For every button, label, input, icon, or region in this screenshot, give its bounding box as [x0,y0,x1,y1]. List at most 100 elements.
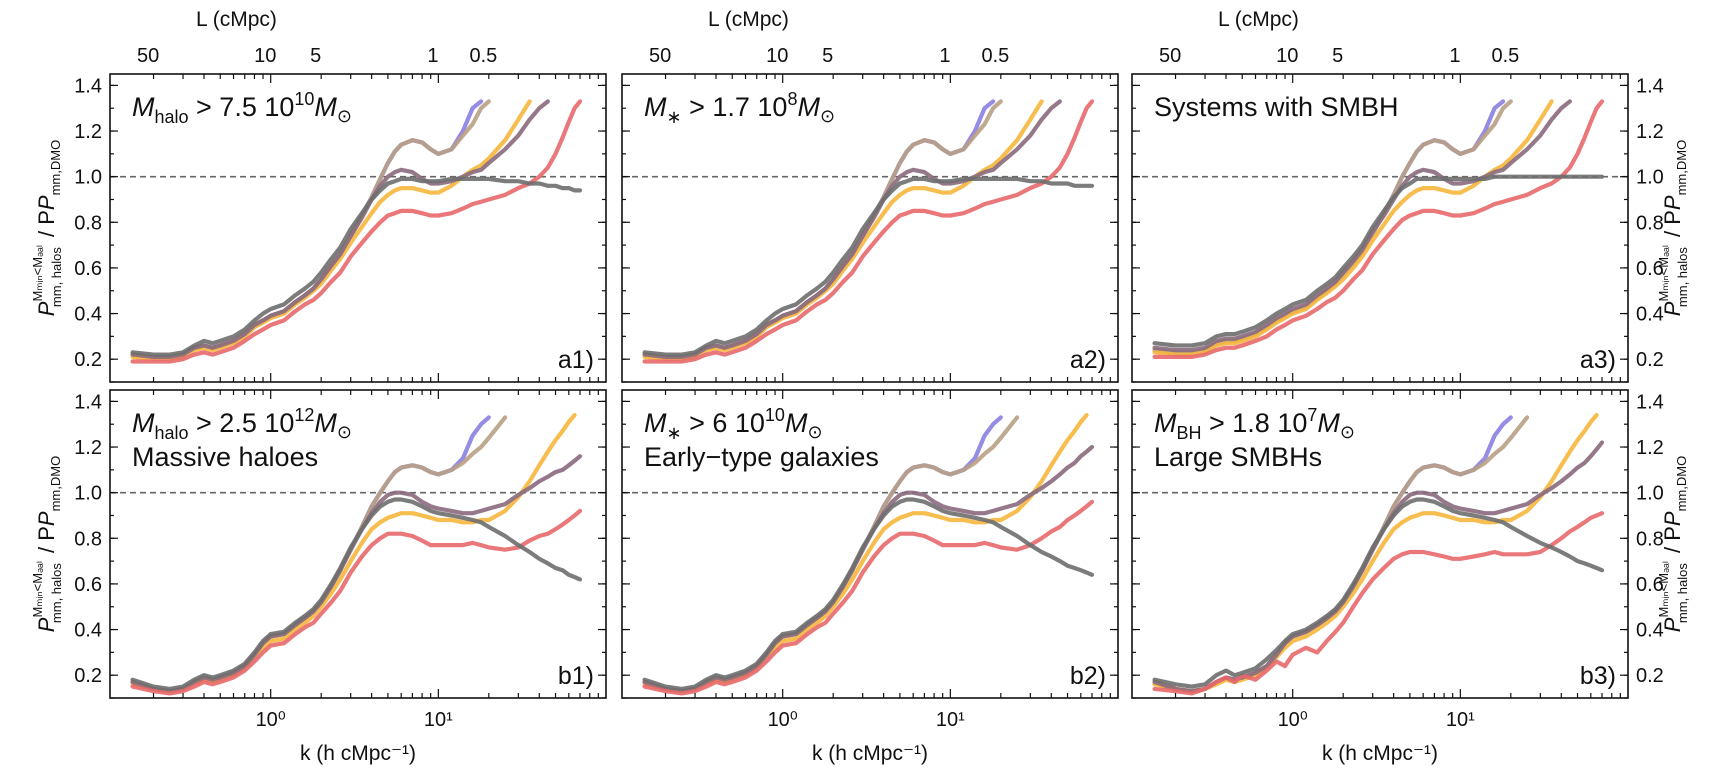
panel-annotation-2: Early−type galaxies [644,442,879,472]
top-tick-label: 50 [649,45,671,67]
y-tick-label: 1.4 [1636,391,1664,413]
panel-a2: 50 10 5 1 0.5 L (cMpc) M∗ > 1.7 108M⊙ a2) [621,8,1119,383]
panel-a3: 0.2 0.4 0.6 0.8 1.0 1.2 1.4 50 10 5 1 0.5 L (cMpc) Sy… [1131,8,1664,383]
series-line-4 [130,454,583,694]
series-line-3 [130,99,532,362]
x-tick-label: 10⁰ [256,709,286,731]
x-tick-label: 10¹ [424,709,453,731]
top-tick-label: 1 [1449,45,1460,67]
top-tick-label: 10 [766,45,788,67]
y-tick-label: 1.0 [1636,167,1664,189]
plot-frame [621,389,1119,699]
series-line-2 [642,99,1003,359]
y-tick-label: 1.2 [1636,437,1664,459]
series-line-3 [642,413,1089,694]
y-tick-label: 0.4 [1636,304,1664,326]
y-axis-label-left-2: PMₘᵢₙ<Mₔₐₗ mm, halos / PPmm,DMO [30,456,64,632]
panel-b3: 0.2 0.4 0.6 0.8 1.0 1.2 1.4 10⁰ 10¹ k (h cMpc⁻¹) M… [1131,389,1664,765]
x-tick-label: 10⁰ [768,709,798,731]
panel-annotation-1: Mhalo > 2.5 1012M⊙ [132,405,352,443]
plot-frame [109,389,607,699]
y-tick-label: 1.2 [1636,121,1664,143]
y-tick-label: 0.6 [74,574,102,596]
y-tick-label: 0.2 [74,349,102,371]
series-line-1 [642,99,996,359]
series-line-6 [1152,497,1605,689]
y-tick-label: 1.0 [1636,483,1664,505]
panel-label: a2) [1070,346,1106,374]
y-axis-label-right-1-text: PMₘᵢₙ<Mₔₐₗ mm, halos / PPmm,DMO [1656,140,1690,316]
series-line-1 [130,99,484,359]
top-axis-label: L (cMpc) [1218,8,1299,31]
plot-frame [621,73,1119,383]
y-tick-label: 0.2 [1636,349,1664,371]
panel-annotation-1: M∗ > 1.7 108M⊙ [644,89,835,127]
series-line-4 [1152,99,1572,353]
y-tick-label: 0.4 [74,620,102,642]
x-tick-label: 10⁰ [1278,709,1308,731]
series-line-1 [1152,99,1506,355]
top-tick-label: 5 [1332,45,1343,67]
top-tick-label: 50 [1159,45,1181,67]
series-line-5 [130,508,583,696]
y-tick-label: 0.6 [74,258,102,280]
panel-annotation-1: M∗ > 6 1010M⊙ [644,405,823,443]
y-tick-label: 1.4 [74,75,102,97]
panel-label: b3) [1580,662,1616,690]
top-tick-label: 0.5 [469,45,497,67]
series-line-3 [130,413,577,694]
panel-annotation-1: MBH > 1.8 107M⊙ [1154,405,1355,443]
y-tick-label: 0.8 [1636,212,1664,234]
y-axis-label-left-1-text: PMₘᵢₙ<Mₔₐₗ mm, halos / PPmm,DMO [30,140,64,316]
panel-annotation-1: Mhalo > 7.5 1010M⊙ [132,89,352,127]
y-tick-label: 1.2 [74,121,102,143]
y-tick-label: 0.6 [1636,574,1664,596]
top-tick-label: 50 [137,45,159,67]
top-tick-label: 10 [254,45,276,67]
series-line-3 [642,99,1044,362]
y-tick-label: 1.0 [74,483,102,505]
plot-frame [1131,73,1629,383]
series-line-4 [642,99,1062,359]
panel-label: b1) [558,662,594,690]
series-line-4 [130,99,550,359]
series-line-2 [130,99,491,359]
series-line-3 [1152,99,1554,357]
top-axis-label: L (cMpc) [196,8,277,31]
y-tick-label: 0.2 [74,665,102,687]
series-line-6 [130,497,583,691]
y-axis-label-left-2-text: PMₘᵢₙ<Mₔₐₗ mm, halos / PPmm,DMO [30,456,64,632]
series-line-6 [642,176,1095,357]
top-tick-label: 1 [939,45,950,67]
plot-frame [1131,389,1629,699]
plot-frame [109,73,607,383]
top-tick-label: 5 [310,45,321,67]
panel-annotation-1: Systems with SMBH [1154,92,1399,122]
series-line-5 [642,99,1095,364]
panel-label: a3) [1580,346,1616,374]
top-tick-label: 0.5 [1491,45,1519,67]
y-tick-label: 0.4 [1636,620,1664,642]
panel-b2: 10⁰ 10¹ k (h cMpc⁻¹) M∗ > 6 1010M⊙Early−typ… [621,389,1119,765]
y-tick-label: 0.8 [74,528,102,550]
y-axis-label-left-1: PMₘᵢₙ<Mₔₐₗ mm, halos / PPmm,DMO [30,140,64,316]
panel-a1: 0.2 0.4 0.6 0.8 1.0 1.2 1.4 50 10 5 1 0.5 L (cMpc) Mh… [74,8,607,383]
x-axis-label: k (h cMpc⁻¹) [812,742,928,765]
panel-label: b2) [1070,662,1106,690]
series-line-4 [1152,440,1605,694]
panel-annotation-2: Massive haloes [132,442,318,472]
y-tick-label: 0.2 [1636,665,1664,687]
x-axis-label: k (h cMpc⁻¹) [300,742,416,765]
y-tick-label: 1.2 [74,437,102,459]
series-line-5 [1152,511,1605,696]
top-axis-label: L (cMpc) [708,8,789,31]
y-axis-label-right-2: PMₘᵢₙ<Mₔₐₗ mm, halos / PPmm,DMO [1656,456,1690,632]
panel-b1: 0.2 0.4 0.6 0.8 1.0 1.2 1.4 10⁰ 10¹ k (h cMpc⁻¹) M… [74,389,607,765]
x-axis-label: k (h cMpc⁻¹) [1322,742,1438,765]
panel-annotation-2: Large SMBHs [1154,442,1322,472]
y-tick-label: 0.4 [74,304,102,326]
top-tick-label: 10 [1276,45,1298,67]
y-tick-label: 1.0 [74,167,102,189]
series-line-5 [642,499,1095,696]
